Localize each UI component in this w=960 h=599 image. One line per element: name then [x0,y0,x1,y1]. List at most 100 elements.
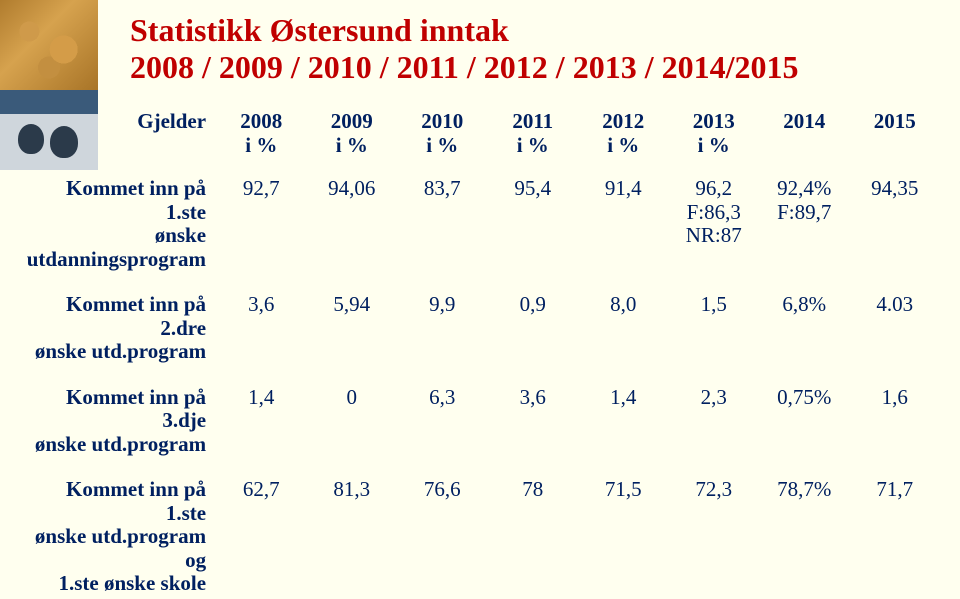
col-0-header: Gjelder [20,104,216,171]
cell-line: 94,35 [871,176,918,200]
table-row: Kommet inn på 1.steønske utd.program og1… [20,472,940,599]
col-8-header-l1: 2015 [874,109,916,133]
table-cell: 8,0 [578,287,668,380]
cell-line: 0,9 [520,292,546,316]
col-5-header: 2012 i % [578,104,668,171]
cell-line: 81,3 [333,477,370,501]
col-2-header-l1: 2009 [331,109,373,133]
col-2-header-l2: i % [311,134,393,158]
table-cell: 0 [307,380,397,473]
col-8-header: 2015 [849,104,940,171]
table-cell: 76,6 [397,472,487,599]
col-0-header-text: Gjelder [137,109,206,133]
table-cell: 71,7 [849,472,940,599]
title-line-2: 2008 / 2009 / 2010 / 2011 / 2012 / 2013 … [130,49,930,86]
table-cell: 6,3 [397,380,487,473]
cell-line: 1,5 [701,292,727,316]
col-1-header-l1: 2008 [240,109,282,133]
row-label: Kommet inn på 1.steønskeutdanningsprogra… [20,171,216,287]
col-6-header-l1: 2013 [693,109,735,133]
table-cell: 78,7% [759,472,849,599]
cell-line: 1,6 [882,385,908,409]
row-label: Kommet inn på 1.steønske utd.program og1… [20,472,216,599]
table-row: Kommet inn på 2.dreønske utd.program 3,6 5… [20,287,940,380]
cell-line: 1,4 [248,385,274,409]
cell-line: 96,2 [695,176,732,200]
row-label-line: Kommet inn på 3.dje [66,385,206,433]
row-label-line: utdanningsprogram [24,248,206,272]
col-6-header-l2: i % [672,134,754,158]
table-header-row: Gjelder 2008 i % 2009 i % 2010 i % 2011 … [20,104,940,171]
table-cell: 72,3 [668,472,758,599]
col-6-header: 2013 i % [668,104,758,171]
table-cell: 2,3 [668,380,758,473]
cell-line: 94,06 [328,176,375,200]
col-1-header: 2008 i % [216,104,306,171]
table-body: Kommet inn på 1.steønskeutdanningsprogra… [20,171,940,599]
col-5-header-l2: i % [582,134,664,158]
table-cell: 1,4 [578,380,668,473]
row-label-line: ønske utd.program [24,340,206,364]
col-2-header: 2009 i % [307,104,397,171]
cell-line: 0 [347,385,358,409]
table-cell: 95,4 [488,171,578,287]
table-cell: 78 [488,472,578,599]
row-label: Kommet inn på 2.dreønske utd.program [20,287,216,380]
cell-line: 8,0 [610,292,636,316]
cell-line: 3,6 [248,292,274,316]
title-block: Statistikk Østersund inntak 2008 / 2009 … [130,12,930,86]
cell-line: 4.03 [876,292,913,316]
cell-line: 83,7 [424,176,461,200]
col-7-header-l1: 2014 [783,109,825,133]
col-3-header-l2: i % [401,134,483,158]
cell-line: 6,3 [429,385,455,409]
col-4-header: 2011 i % [488,104,578,171]
table-cell: 6,8% [759,287,849,380]
table-cell: 3,6 [488,380,578,473]
cell-line: 3,6 [520,385,546,409]
table-cell: 81,3 [307,472,397,599]
col-5-header-l1: 2012 [602,109,644,133]
cell-line: 0,75% [777,385,831,409]
table-cell: 9,9 [397,287,487,380]
row-label-line: ønske utd.program og [24,525,206,572]
table-cell: 62,7 [216,472,306,599]
table-cell: 71,5 [578,472,668,599]
table-cell: 1,6 [849,380,940,473]
table-cell: 94,35 [849,171,940,287]
cell-line: 2,3 [701,385,727,409]
cell-line: 76,6 [424,477,461,501]
cell-line: NR:87 [672,224,754,248]
table-cell: 0,9 [488,287,578,380]
col-3-header: 2010 i % [397,104,487,171]
cell-line: F:86,3 [672,201,754,225]
row-label-line: Kommet inn på 2.dre [66,292,206,340]
cell-line: 92,7 [243,176,280,200]
slide: Statistikk Østersund inntak 2008 / 2009 … [0,0,960,599]
table-cell: 0,75% [759,380,849,473]
cell-line: 62,7 [243,477,280,501]
table-cell: 96,2F:86,3NR:87 [668,171,758,287]
table-cell: 92,7 [216,171,306,287]
decorative-image-top [0,0,98,90]
row-label-line: 1.ste ønske skole [24,572,206,596]
cell-line: 5,94 [333,292,370,316]
table-cell: 4.03 [849,287,940,380]
table-cell: 1,5 [668,287,758,380]
table-cell: 92,4%F:89,7 [759,171,849,287]
table-cell: 1,4 [216,380,306,473]
col-3-header-l1: 2010 [421,109,463,133]
cell-line: 91,4 [605,176,642,200]
table-row: Kommet inn på 1.steønskeutdanningsprogra… [20,171,940,287]
cell-line: F:89,7 [763,201,845,225]
row-label: Kommet inn på 3.djeønske utd.program [20,380,216,473]
cell-line: 71,5 [605,477,642,501]
row-label-line: ønske [24,224,206,248]
cell-line: 78 [522,477,543,501]
statistics-table: Gjelder 2008 i % 2009 i % 2010 i % 2011 … [20,104,940,599]
row-label-line: ønske utd.program [24,433,206,457]
cell-line: 78,7% [777,477,831,501]
col-1-header-l2: i % [220,134,302,158]
title-line-1: Statistikk Østersund inntak [130,12,930,49]
cell-line: 72,3 [695,477,732,501]
